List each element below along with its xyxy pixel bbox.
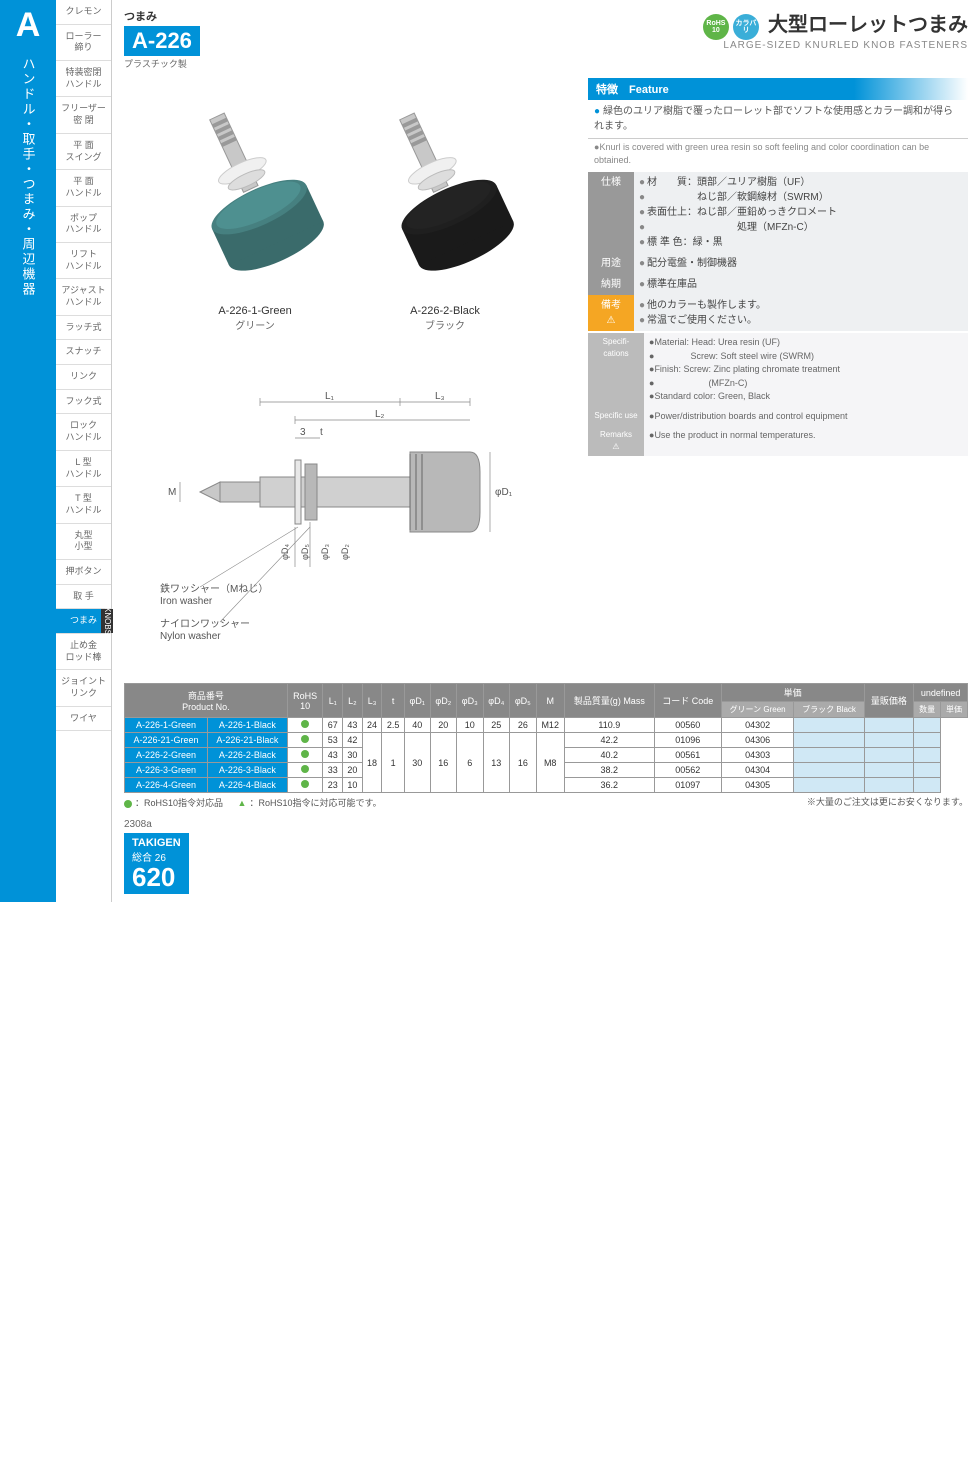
spec-table-jp: 仕様●材 質：頭部／ユリア樹脂（UF）● ねじ部／軟鋼線材（SWRM）●表面仕上…	[588, 172, 968, 331]
sidebar-item[interactable]: ラッチ式	[56, 316, 111, 341]
product-code: A-226	[124, 26, 200, 56]
svg-text:ナイロンワッシャー: ナイロンワッシャー	[160, 618, 250, 630]
svg-text:φD₄: φD₄	[280, 544, 290, 560]
svg-text:φD₁: φD₁	[495, 487, 513, 498]
sidebar-item[interactable]: 丸型小型	[56, 524, 111, 560]
revision-code: 2308a	[124, 819, 968, 830]
sidebar-item[interactable]: 取 手	[56, 585, 111, 610]
svg-text:Nylon washer: Nylon washer	[160, 631, 221, 642]
svg-text:L₁: L₁	[325, 391, 335, 402]
knobs-tag: KNOBS	[101, 609, 113, 633]
sidebar-item[interactable]: ポップハンドル	[56, 207, 111, 243]
spec-table-en: Specifi-cations●Material: Head: Urea res…	[588, 333, 968, 456]
table-row: A-226-1-GreenA-226-1-Black6743242.540201…	[125, 718, 968, 733]
title-en: LARGE-SIZED KNURLED KNOB FASTENERS	[703, 40, 968, 51]
category-label: つまみ	[124, 8, 200, 24]
category-tab: A ハンドル・取手・つまみ・周辺機器	[0, 0, 56, 902]
sidebar-item[interactable]: フリーザー密 閉	[56, 97, 111, 133]
sidebar: クレモンローラー締り特装密閉ハンドルフリーザー密 閉平 面スイング平 面ハンドル…	[56, 0, 112, 902]
feature-header: 特徴 Feature	[588, 78, 968, 100]
sidebar-item[interactable]: クレモン	[56, 0, 111, 25]
table-row: A-226-21-GreenA-226-21-Black534218130166…	[125, 733, 968, 748]
svg-text:M: M	[168, 487, 176, 498]
page-footer: TAKIGEN 総合 26 620	[124, 833, 189, 894]
svg-text:L₃: L₃	[435, 391, 445, 402]
badges: RoHS 10 カラバリ	[703, 14, 759, 40]
sidebar-item[interactable]: ロックハンドル	[56, 414, 111, 450]
rohs-badge: RoHS 10	[703, 14, 729, 40]
title-jp: 大型ローレットつまみ	[768, 8, 968, 37]
sidebar-item[interactable]: L 型ハンドル	[56, 451, 111, 487]
sidebar-item[interactable]: ワイヤ	[56, 707, 111, 732]
sidebar-item[interactable]: つまみKNOBS	[56, 609, 111, 634]
sidebar-item[interactable]: 押ボタン	[56, 560, 111, 585]
product-code-sub: プラスチック製	[124, 57, 200, 70]
sidebar-item[interactable]: スナッチ	[56, 340, 111, 365]
sidebar-item[interactable]: 平 面ハンドル	[56, 170, 111, 206]
feature-en: ●Knurl is covered with green urea resin …	[588, 138, 968, 168]
bulk-note: ※大量のご注文は更にお安くなります。	[807, 795, 968, 809]
sidebar-item[interactable]: 特装密閉ハンドル	[56, 61, 111, 97]
tab-letter: A	[16, 6, 41, 45]
svg-text:φD₂: φD₂	[340, 544, 350, 560]
sidebar-item[interactable]: リンク	[56, 365, 111, 390]
svg-text:φD₃: φD₃	[320, 544, 330, 560]
legend: ：RoHS10指令対応品 ▲：RoHS10指令に対応可能です。	[124, 796, 382, 809]
color-var-badge: カラバリ	[733, 14, 759, 40]
product-image: A-226-1-Greenグリーン	[175, 98, 335, 332]
svg-text:Iron washer: Iron washer	[160, 596, 213, 607]
sidebar-item[interactable]: T 型ハンドル	[56, 487, 111, 523]
product-image: A-226-2-Blackブラック	[365, 98, 525, 332]
sidebar-item[interactable]: リフトハンドル	[56, 243, 111, 279]
tab-category: ハンドル・取手・つまみ・周辺機器	[19, 45, 38, 309]
sidebar-item[interactable]: 止め金ロッド棒	[56, 634, 111, 670]
sidebar-item[interactable]: ローラー締り	[56, 25, 111, 61]
dimension-table: 商品番号Product No.RoHS10L₁L₂L₃tφD₁φD₂φD₃φD₄…	[124, 683, 968, 793]
sidebar-item[interactable]: フック式	[56, 390, 111, 415]
svg-text:3: 3	[300, 427, 306, 438]
dimension-diagram: L₁ L₃ L₂ 3 t M φD₁ φD₄ φD₅ φD₃	[140, 382, 560, 645]
sidebar-item[interactable]: ジョイントリンク	[56, 670, 111, 706]
sidebar-item[interactable]: 平 面スイング	[56, 134, 111, 170]
sidebar-item[interactable]: アジャストハンドル	[56, 279, 111, 315]
feature-jp: ●緑色のユリア樹脂で覆ったローレット部でソフトな使用感とカラー調和が得られます。	[588, 100, 968, 138]
svg-text:L₂: L₂	[375, 409, 385, 420]
svg-text:t: t	[320, 427, 323, 438]
svg-text:φD₅: φD₅	[300, 544, 310, 560]
